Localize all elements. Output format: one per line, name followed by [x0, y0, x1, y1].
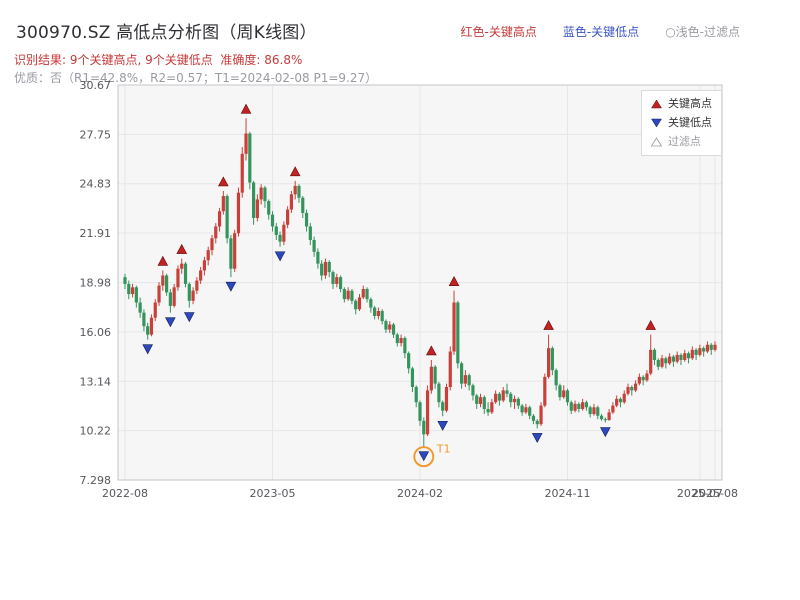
t1-label: T1 — [436, 443, 451, 456]
svg-text:7.298: 7.298 — [80, 474, 112, 487]
svg-text:2025-08: 2025-08 — [692, 487, 738, 500]
svg-text:2025-07: 2025-07 — [677, 487, 723, 500]
header-legend-filtered: ○浅色-过滤点 — [665, 25, 740, 39]
key-low-marker — [600, 427, 611, 438]
key-low-markers — [142, 251, 611, 462]
filtered-triangle-icon — [651, 137, 662, 147]
legend-row-key-high: 关键高点 — [651, 97, 712, 110]
key-high-marker — [176, 243, 188, 254]
x-axis-labels: 2022-08 2023-05 2024-02 2024-11 2025-072025-… — [102, 487, 738, 500]
svg-text:16.06: 16.06 — [80, 326, 112, 339]
chart-legend-box: 关键高点 关键低点 过滤点 — [641, 90, 722, 156]
key-high-marker — [426, 345, 437, 356]
key-high-markers — [157, 103, 657, 356]
svg-text:24.83: 24.83 — [80, 178, 112, 191]
legend-filtered-label: 过滤点 — [668, 135, 701, 149]
svg-text:21.91: 21.91 — [80, 227, 112, 240]
key-high-marker — [157, 255, 169, 266]
legend-key-high-label: 关键高点 — [668, 97, 712, 110]
svg-text:2022-08: 2022-08 — [102, 487, 148, 500]
legend-row-filtered: 过滤点 — [651, 135, 712, 148]
key-low-marker — [531, 433, 543, 444]
t1-circle — [413, 446, 435, 468]
svg-text:2023-05: 2023-05 — [250, 487, 296, 500]
header-legend-high: 红色-关键高点 — [460, 25, 537, 39]
candles — [123, 118, 717, 447]
legend-key-low-label: 关键低点 — [668, 116, 712, 130]
svg-text:13.14: 13.14 — [80, 375, 112, 388]
key-high-marker — [289, 166, 301, 177]
key-low-marker — [142, 344, 153, 355]
svg-text:2024-11: 2024-11 — [545, 487, 591, 500]
svg-text:30.67: 30.67 — [80, 79, 112, 92]
key-high-marker — [645, 319, 657, 330]
key-low-marker — [183, 312, 195, 323]
legend-row-key-low: 关键低点 — [651, 116, 712, 129]
key-high-marker — [448, 276, 460, 286]
key-high-marker — [218, 176, 229, 187]
key-low-marker — [165, 317, 176, 328]
svg-text:27.75: 27.75 — [80, 128, 112, 141]
recognition-result-line: 识别结果: 9个关键高点, 9个关键低点 准确度: 86.8% — [14, 53, 303, 67]
key-low-marker — [437, 420, 448, 431]
quality-line: 优质：否（R1=42.8%，R2=0.57；T1=2024-02-08 P1=9… — [14, 71, 378, 85]
key-low-marker — [274, 251, 286, 262]
key-low-marker — [225, 281, 237, 292]
svg-text:10.22: 10.22 — [80, 425, 112, 438]
key-high-marker — [543, 319, 554, 330]
key-high-marker — [240, 103, 252, 114]
key-high-triangle-icon — [651, 99, 662, 108]
page-title: 300970.SZ 高低点分析图（周K线图） — [16, 23, 317, 43]
header-legend-low: 蓝色-关键低点 — [562, 25, 640, 39]
svg-text:18.98: 18.98 — [80, 277, 112, 290]
y-axis-labels: 7.298 10.22 13.14 16.06 18.98 21.91 24.83 27.75… — [80, 79, 112, 487]
header-legend: 红色-关键高点 蓝色-关键低点 ○浅色-过滤点 — [461, 23, 741, 40]
plot-border — [117, 84, 723, 481]
svg-text:2024-02: 2024-02 — [397, 487, 443, 500]
key-low-triangle-icon — [651, 118, 662, 128]
key-low-marker — [418, 451, 430, 462]
